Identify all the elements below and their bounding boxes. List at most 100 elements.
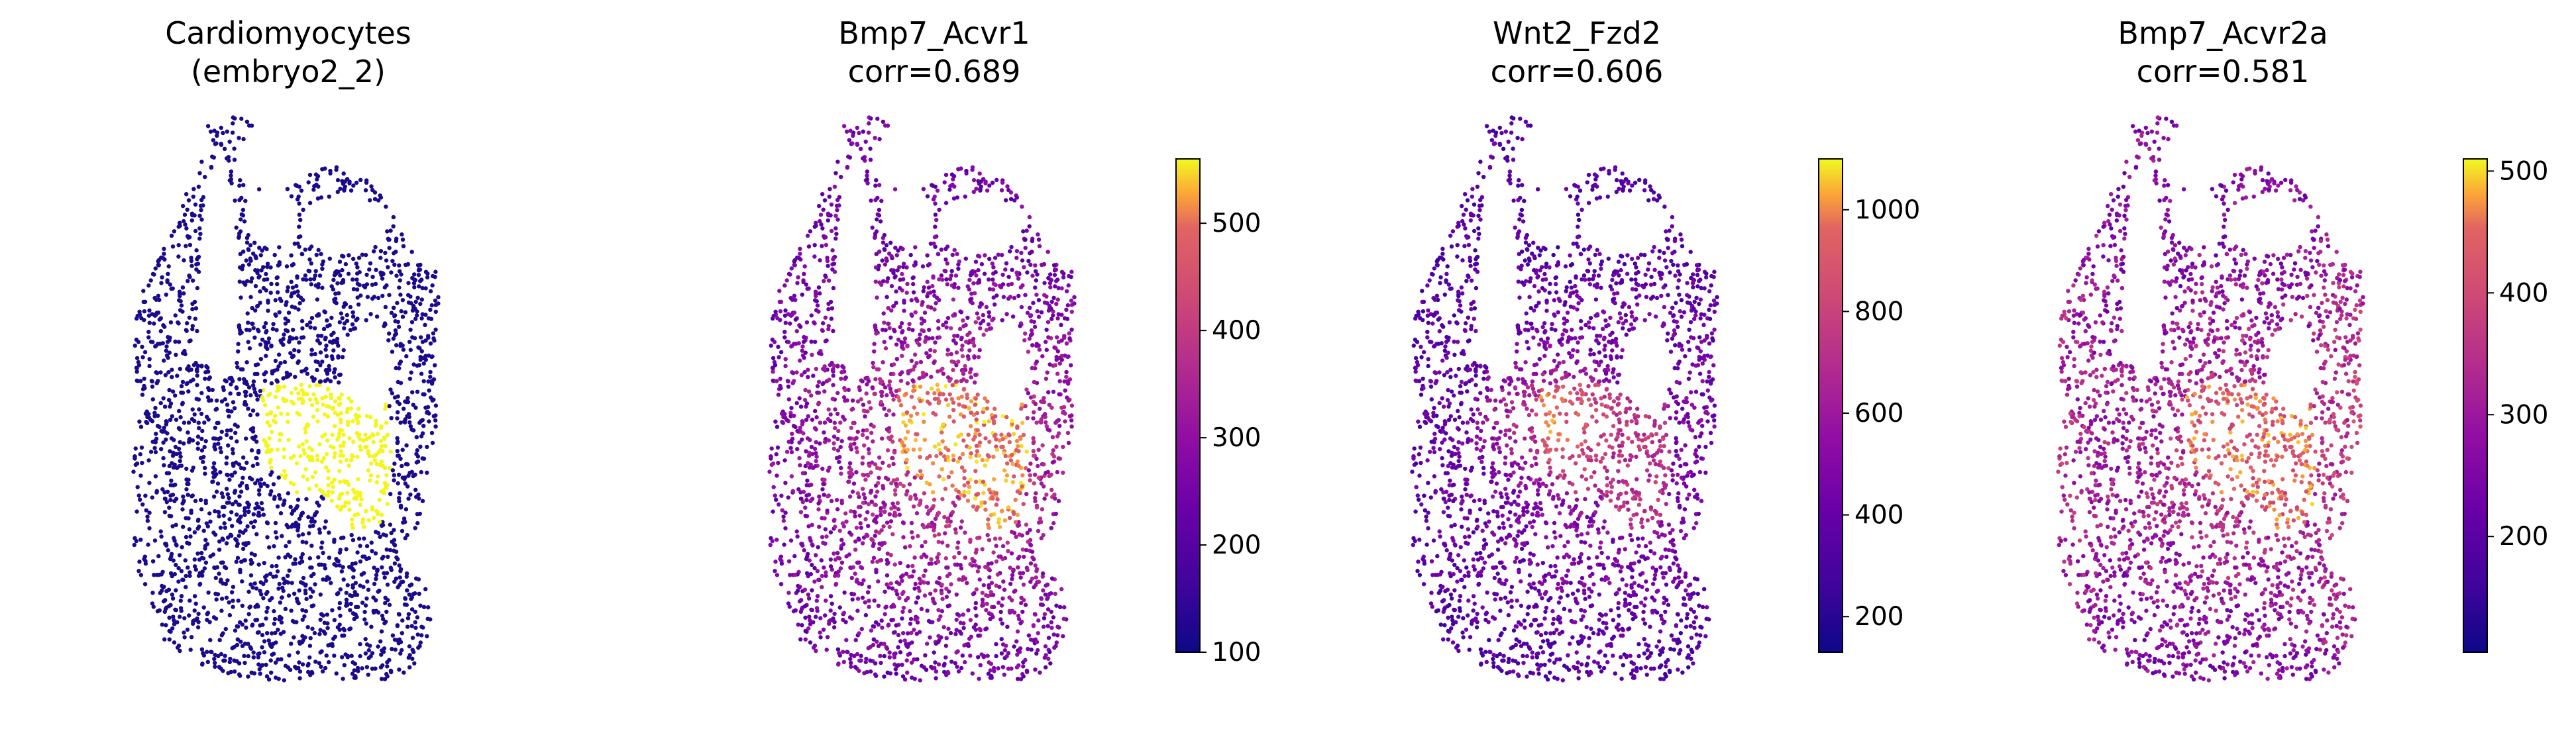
- spot-point: [140, 355, 145, 360]
- spot-point: [208, 554, 213, 559]
- spot-point: [326, 469, 331, 473]
- spot-point: [898, 378, 904, 383]
- spot-point: [307, 320, 313, 325]
- spot-point: [965, 499, 971, 503]
- spot-point: [409, 427, 414, 432]
- spot-point: [228, 656, 233, 661]
- spot-point: [252, 519, 258, 524]
- spot-point: [174, 417, 179, 422]
- spot-point: [831, 383, 835, 387]
- spot-point: [908, 544, 912, 549]
- spot-point: [844, 519, 849, 524]
- spot-point: [167, 513, 172, 518]
- spot-point: [1049, 591, 1053, 596]
- spot-point: [820, 381, 825, 387]
- spot-point: [180, 285, 186, 290]
- spot-point: [246, 262, 252, 267]
- spot-point: [959, 166, 963, 171]
- spot-point: [421, 392, 425, 397]
- spot-point: [230, 473, 235, 478]
- spot-point: [250, 383, 256, 388]
- spot-point: [909, 358, 914, 364]
- spot-point: [903, 423, 908, 428]
- spot-point: [1028, 473, 1033, 477]
- spot-point: [341, 181, 346, 186]
- spot-point: [349, 654, 354, 658]
- spot-point: [1020, 402, 1024, 407]
- spot-point: [189, 256, 193, 260]
- spot-point: [826, 278, 832, 283]
- spot-point: [427, 419, 431, 424]
- spot-point: [384, 473, 389, 478]
- spot-point: [178, 599, 183, 603]
- spot-point: [192, 594, 197, 599]
- spot-point: [918, 455, 922, 460]
- spot-point: [926, 581, 930, 585]
- spot-point: [978, 321, 983, 326]
- spot-point: [189, 218, 194, 223]
- spot-point: [887, 251, 892, 256]
- spot-point: [1051, 389, 1056, 394]
- spot-point: [1025, 567, 1030, 573]
- spot-point: [242, 466, 246, 471]
- spot-point: [283, 607, 288, 611]
- spot-point: [889, 308, 894, 313]
- spot-point: [943, 487, 948, 491]
- spot-point: [351, 256, 356, 262]
- spot-point: [406, 656, 411, 660]
- spot-point: [789, 266, 794, 271]
- spot-point: [1067, 331, 1072, 336]
- spot-point: [301, 207, 305, 212]
- spot-point: [984, 305, 989, 309]
- spot-point: [809, 313, 814, 318]
- spot-point: [264, 345, 268, 350]
- spot-point: [253, 605, 258, 609]
- spot-point: [309, 454, 314, 460]
- spot-point: [963, 194, 968, 199]
- spot-point: [938, 391, 943, 396]
- spot-point: [806, 367, 810, 372]
- spot-point: [421, 424, 426, 428]
- spot-point: [905, 381, 910, 386]
- spot-point: [356, 669, 360, 673]
- spot-point: [256, 187, 262, 192]
- spot-point: [956, 669, 961, 674]
- spot-point: [1034, 278, 1039, 283]
- spot-point: [1057, 392, 1061, 397]
- spot-point: [804, 417, 809, 422]
- spot-point: [335, 336, 340, 342]
- spot-point: [415, 295, 420, 300]
- spot-point: [901, 262, 906, 266]
- spot-point: [384, 571, 390, 575]
- spot-point: [912, 263, 917, 268]
- spot-point: [158, 370, 163, 375]
- spot-point: [1053, 346, 1058, 351]
- spot-point: [774, 497, 778, 502]
- spot-point: [957, 402, 961, 407]
- spot-point: [975, 411, 980, 416]
- spot-point: [1034, 344, 1039, 348]
- spot-point: [341, 305, 346, 309]
- spot-point: [274, 563, 279, 568]
- spot-point: [269, 644, 274, 650]
- spot-point: [344, 603, 349, 608]
- spot-point: [150, 495, 154, 500]
- spot-point: [802, 334, 806, 340]
- spot-point: [943, 172, 949, 177]
- spot-point: [953, 632, 958, 636]
- spot-point: [864, 391, 869, 396]
- spot-point: [341, 565, 345, 569]
- spot-point: [352, 590, 357, 595]
- spot-point: [918, 384, 923, 389]
- spot-point: [268, 658, 273, 663]
- spot-point: [167, 387, 172, 393]
- spot-point: [336, 591, 341, 595]
- spot-point: [286, 665, 290, 670]
- spot-point: [278, 432, 282, 436]
- spot-point: [235, 512, 239, 517]
- spot-point: [332, 562, 337, 567]
- spot-point: [366, 672, 370, 677]
- spot-point: [235, 424, 240, 429]
- spot-point: [812, 446, 818, 451]
- spot-point: [429, 317, 434, 321]
